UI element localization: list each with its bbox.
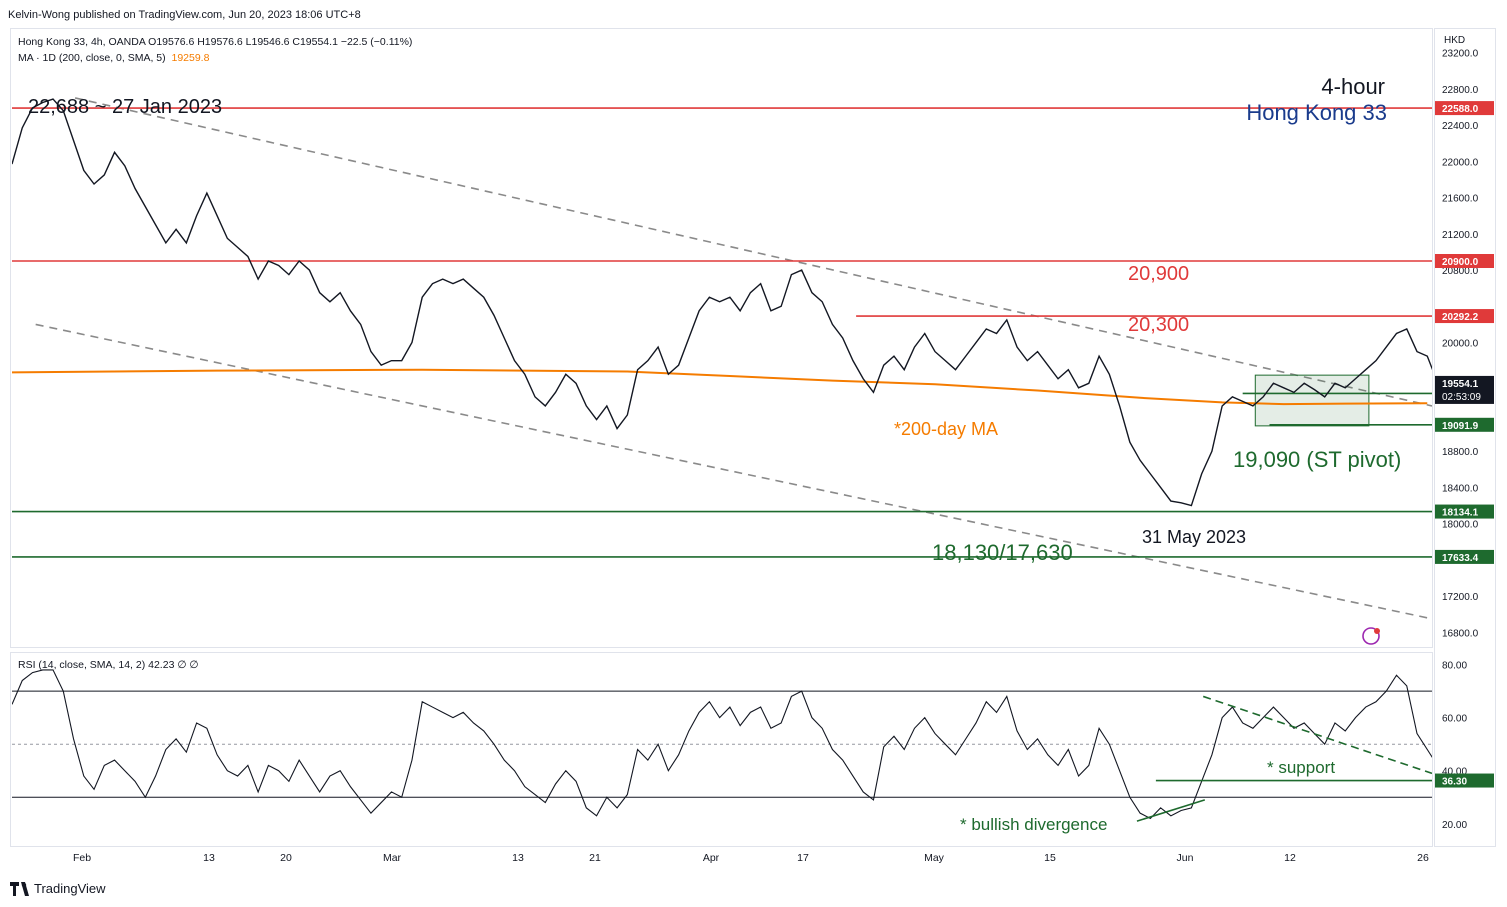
channel-upper-line — [74, 97, 1432, 407]
x-tick-2: 20 — [280, 852, 292, 864]
x-tick-0: Feb — [73, 852, 91, 864]
x-tick-3: Mar — [383, 852, 402, 864]
rsi-y-tick-3: 80.00 — [1442, 661, 1467, 672]
y-tick-10: 22400.0 — [1442, 121, 1479, 132]
y-tick-0: 16800.0 — [1442, 628, 1479, 639]
rsi-divergence-line — [1136, 799, 1206, 822]
tradingview-logo-icon[interactable] — [10, 882, 32, 901]
axis-label-1: 20900.0 — [1442, 257, 1479, 268]
axis-label-bg-1 — [1435, 254, 1494, 268]
symbol-legend[interactable]: Hong Kong 33, 4h, OANDA O19576.6 H19576.… — [18, 36, 413, 48]
annotation-r2: 20,300 — [1128, 314, 1190, 336]
x-tick-6: Apr — [703, 852, 720, 864]
x-tick-9: 15 — [1044, 852, 1056, 864]
rsi-plot-group — [12, 669, 1432, 822]
rsi-pane — [10, 652, 1433, 847]
ma-legend-label: MA · 1D (200, close, 0, SMA, 5) — [18, 52, 166, 64]
symbol-title: Hong Kong 33 — [1246, 100, 1387, 125]
timeframe-title: 4-hour — [1321, 74, 1385, 99]
y-tick-8: 21600.0 — [1442, 194, 1479, 205]
rsi-line — [12, 669, 1432, 820]
x-tick-1: 13 — [203, 852, 215, 864]
y-tick-3: 18400.0 — [1442, 483, 1479, 494]
y-tick-5: 20000.0 — [1442, 339, 1479, 350]
rsi-falling-trendline — [1202, 695, 1432, 775]
axis-label-4: 19091.9 — [1442, 421, 1479, 432]
y-tick-11: 22800.0 — [1442, 85, 1479, 96]
axis-label-bg-6 — [1435, 549, 1494, 564]
currency-label: HKD — [1444, 35, 1465, 46]
last-price-countdown: 02:53:09 — [1442, 392, 1481, 403]
axis-label-0: 22588.0 — [1442, 104, 1479, 115]
y-tick-9: 22000.0 — [1442, 157, 1479, 168]
annotation-r1: 20,900 — [1128, 263, 1190, 285]
publisher-note: Kelvin-Wong published on TradingView.com… — [8, 9, 361, 21]
y-tick-2: 18000.0 — [1442, 520, 1479, 531]
rsi-y-tick-1: 40.00 — [1442, 767, 1467, 778]
x-tick-4: 13 — [512, 852, 524, 864]
annotation-pivot: 19,090 (ST pivot) — [1233, 447, 1402, 472]
main-pane — [10, 28, 1433, 648]
annotation-low: 31 May 2023 — [1142, 527, 1247, 547]
rsi-last-bg — [1435, 773, 1494, 788]
y-tick-12: 23200.0 — [1442, 49, 1479, 60]
x-tick-12: 26 — [1417, 852, 1429, 864]
y-tick-4: 18800.0 — [1442, 447, 1479, 458]
main-plot-group — [12, 97, 1432, 620]
axis-label-bg-4 — [1435, 417, 1494, 432]
alert-icon-dot — [1374, 628, 1380, 634]
x-tick-8: May — [924, 852, 945, 864]
last-price-bg — [1435, 375, 1494, 404]
y-tick-1: 17200.0 — [1442, 592, 1479, 603]
ma200-line — [12, 368, 1428, 406]
y-tick-6: 20800.0 — [1442, 266, 1479, 277]
last-price-label: 19554.1 — [1442, 379, 1479, 390]
annotation-rsi-support: * support — [1267, 758, 1336, 777]
rsi-legend[interactable]: RSI (14, close, SMA, 14, 2) 42.23 ∅ ∅ — [18, 659, 199, 671]
axis-label-bg-0 — [1435, 101, 1494, 116]
y-tick-7: 21200.0 — [1442, 230, 1479, 241]
price-line — [12, 98, 1432, 507]
axis-label-2: 20292.2 — [1442, 312, 1479, 323]
rsi-y-tick-0: 20.00 — [1442, 820, 1467, 831]
axis-label-5: 18134.1 — [1442, 508, 1479, 519]
axis-label-bg-5 — [1435, 504, 1494, 519]
channel-lower-line — [35, 323, 1432, 620]
rsi-y-tick-2: 60.00 — [1442, 714, 1467, 725]
price-axis[interactable] — [1434, 28, 1496, 847]
ma-legend-value: 19259.8 — [171, 52, 210, 64]
x-tick-7: 17 — [797, 852, 809, 864]
annotation-high: 22,688 ~ 27 Jan 2023 — [28, 96, 223, 118]
rsi-last-label: 36.30 — [1442, 777, 1467, 788]
x-tick-10: Jun — [1177, 852, 1194, 864]
footer-brand[interactable]: TradingView — [34, 881, 106, 896]
x-tick-5: 21 — [589, 852, 601, 864]
ma-legend[interactable]: MA · 1D (200, close, 0, SMA, 5) 19259.8 — [18, 52, 209, 64]
alert-icon — [1362, 627, 1380, 645]
x-tick-11: 12 — [1284, 852, 1296, 864]
axis-label-6: 17633.4 — [1442, 553, 1479, 564]
annotation-ma200: *200-day MA — [894, 419, 999, 439]
axis-label-bg-2 — [1435, 309, 1494, 324]
annotation-rsi-divergence: * bullish divergence — [960, 815, 1108, 834]
annotation-support-zone: 18,130/17,630 — [932, 540, 1073, 565]
